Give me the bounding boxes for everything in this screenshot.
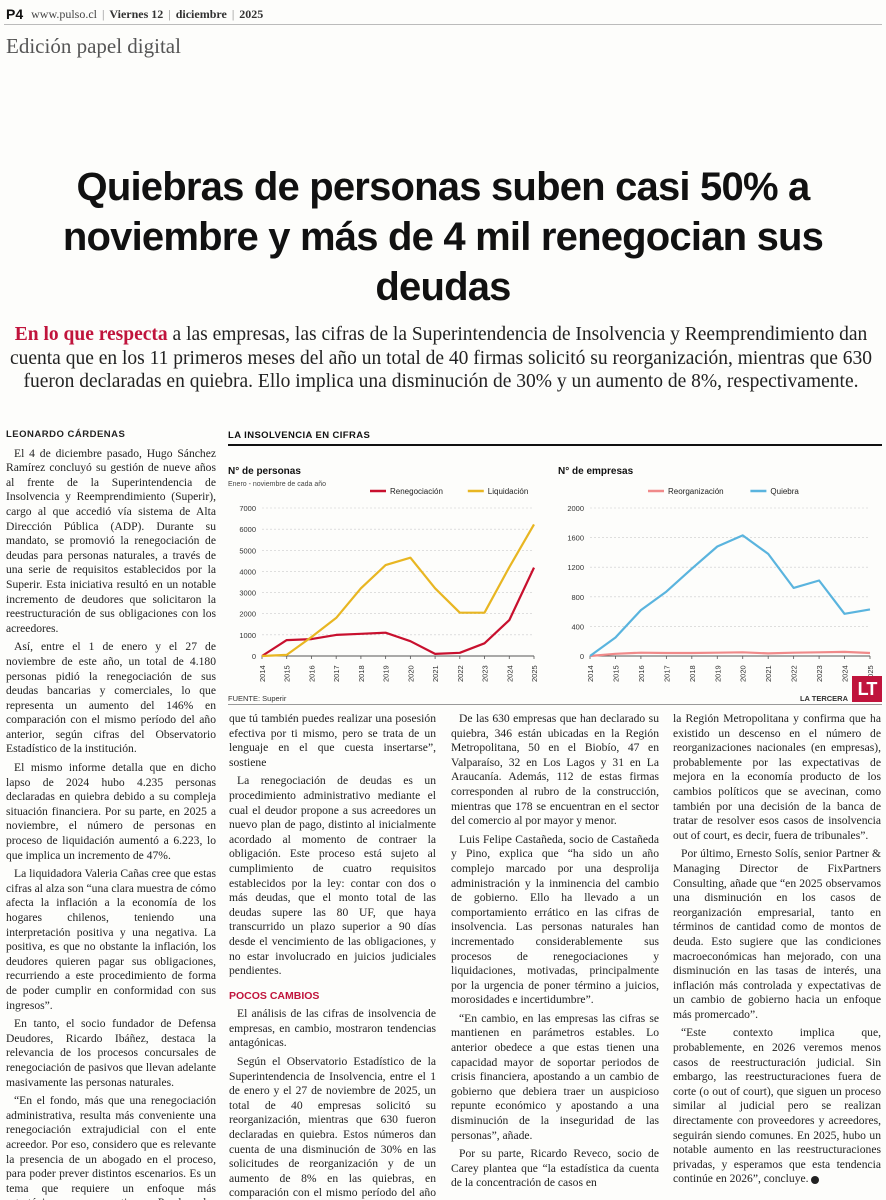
x-tick-label: 2018 [688, 665, 697, 682]
date-day: Viernes 12 [109, 6, 164, 21]
date-year: 2025 [239, 6, 264, 21]
x-tick-label: 2022 [456, 665, 465, 682]
y-tick-label: 400 [571, 622, 584, 631]
site-url[interactable]: www.pulso.cl [31, 6, 98, 21]
x-tick-label: 2019 [382, 665, 391, 682]
y-tick-label: 0 [580, 652, 584, 661]
x-tick-label: 2016 [307, 665, 316, 682]
la-tercera-logo: LT [852, 676, 882, 702]
x-tick-label: 2017 [332, 665, 341, 682]
column-4: la Región Metropolitana y confirma que h… [673, 712, 881, 1191]
legend-label: Quiebra [770, 487, 799, 496]
paragraph: la Región Metropolitana y confirma que h… [673, 712, 881, 842]
paragraph: Según el Observatorio Estadístico de la … [229, 1055, 436, 1200]
y-tick-label: 2000 [239, 610, 256, 619]
paragraph: De las 630 empresas que han declarado su… [451, 712, 659, 828]
lead-text: a las empresas, las cifras de la Superin… [9, 324, 873, 392]
byline: LEONARDO CÁRDENAS [6, 429, 126, 440]
paragraph: El análisis de las cifras de insolvencia… [229, 1007, 436, 1050]
paragraph: Por su parte, Ricardo Reveco, socio de C… [451, 1147, 659, 1190]
y-tick-label: 800 [571, 593, 584, 602]
paragraph: El 4 de diciembre pasado, Hugo Sánchez R… [6, 446, 216, 635]
legend-label: Renegociación [390, 487, 443, 496]
x-tick-label: 2017 [662, 665, 671, 682]
paragraph: En tanto, el socio fundador de Defensa D… [6, 1017, 216, 1089]
x-tick-label: 2024 [841, 665, 850, 682]
x-tick-label: 2019 [713, 665, 722, 682]
header-separator: | [168, 6, 171, 21]
column-2: que tú también puedes realizar una poses… [229, 712, 436, 1200]
paragraph: La liquidadora Valeria Cañas cree que es… [6, 867, 216, 1012]
x-tick-label: 2018 [357, 665, 366, 682]
end-mark-icon [811, 1175, 820, 1184]
paragraph: Luis Felipe Castañeda, socio de Castañed… [451, 832, 659, 1007]
paragraph: “Este contexto implica que, probablement… [673, 1026, 881, 1187]
y-tick-label: 2000 [567, 504, 584, 513]
y-tick-label: 1000 [239, 631, 256, 640]
header-rule [4, 24, 882, 25]
x-tick-label: 2025 [530, 665, 539, 682]
lead-paragraph: En lo que respecta a las empresas, las c… [6, 323, 876, 394]
chart-subtitle: Enero - noviembre de cada año [228, 481, 326, 488]
y-tick-label: 6000 [239, 525, 256, 534]
x-tick-label: 2014 [586, 665, 595, 682]
y-tick-label: 1200 [567, 563, 584, 572]
column-3: De las 630 empresas que han declarado su… [451, 712, 659, 1195]
paragraph: “En cambio, en las empresas las cifras s… [451, 1011, 659, 1142]
y-tick-label: 7000 [239, 504, 256, 513]
lead-kicker: En lo que respecta [14, 324, 168, 345]
x-tick-label: 2024 [505, 665, 514, 682]
chart-personas: N° de personas Enero - noviembre de cada … [228, 466, 539, 682]
legend-label: Reorganización [668, 487, 724, 496]
x-tick-label: 2015 [611, 665, 620, 682]
series-line-reorganización [589, 650, 871, 658]
column-1: LEONARDO CÁRDENAS El 4 de diciembre pasa… [6, 428, 216, 1200]
x-tick-label: 2016 [637, 665, 646, 682]
edition-label: Edición papel digital [6, 34, 181, 58]
y-tick-label: 0 [252, 652, 256, 661]
x-tick-label: 2014 [258, 665, 267, 682]
x-tick-label: 2020 [739, 665, 748, 682]
x-tick-label: 2022 [790, 665, 799, 682]
paragraph-text: “Este contexto implica que, probablement… [673, 1026, 881, 1186]
paragraph: Por último, Ernesto Solís, senior Partne… [673, 847, 881, 1021]
infographic: LA INSOLVENCIA EN CIFRAS N° de personas E… [228, 428, 882, 708]
paragraph: que tú también puedes realizar una poses… [229, 712, 436, 769]
paragraph: Así, entre el 1 de enero y el 27 de novi… [6, 640, 216, 756]
x-tick-label: 2020 [406, 665, 415, 682]
x-tick-label: 2025 [866, 665, 875, 682]
x-tick-label: 2015 [283, 665, 292, 682]
y-tick-label: 1600 [567, 534, 584, 543]
chart-empresas: N° de empresas Reorganización Quiebra 0 400 8… [558, 466, 875, 682]
y-tick-label: 4000 [239, 567, 256, 576]
x-tick-label: 2023 [481, 665, 490, 682]
infographic-bottom-rule [228, 704, 882, 705]
y-tick-label: 3000 [239, 589, 256, 598]
series-line-quiebra [589, 534, 871, 657]
y-tick-label: 5000 [239, 546, 256, 555]
series-line-liquidación [261, 523, 535, 658]
x-tick-label: 2021 [764, 665, 773, 682]
subhead: POCOS CAMBIOS [229, 989, 320, 1002]
page-header: P4 www.pulso.cl | Viernes 12 | diciembre… [6, 4, 263, 24]
paragraph: La renegociación de deudas es un procedi… [229, 774, 436, 978]
page-number: P4 [6, 6, 24, 22]
x-tick-label: 2023 [815, 665, 824, 682]
infographic-brand: LA TERCERA [799, 694, 848, 703]
infographic-rule [228, 444, 882, 446]
legend-label: Liquidación [488, 487, 528, 496]
infographic-title: LA INSOLVENCIA EN CIFRAS [228, 430, 371, 441]
headline: Quiebras de personas suben casi 50% a no… [62, 165, 824, 309]
infographic-source: FUENTE: Superir [228, 694, 287, 703]
date-month: diciembre [175, 6, 227, 21]
paragraph: El mismo informe detalla que en dicho la… [6, 761, 216, 862]
header-separator: | [102, 6, 105, 21]
x-tick-label: 2021 [431, 665, 440, 682]
chart-title: N° de personas [228, 466, 301, 477]
paragraph: “En el fondo, más que una renegociación … [6, 1094, 216, 1200]
chart-title: N° de empresas [558, 466, 634, 477]
header-separator: | [231, 6, 235, 21]
